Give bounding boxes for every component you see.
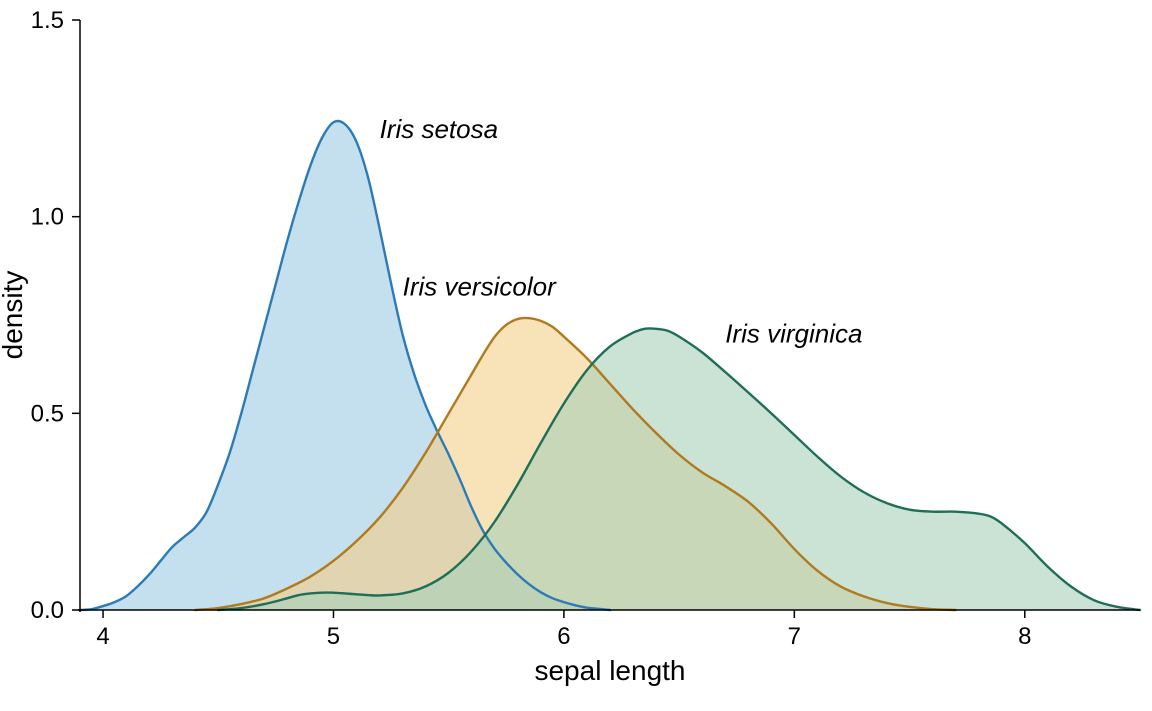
y-tick-label: 0.0 bbox=[31, 597, 64, 624]
y-axis-label: density bbox=[0, 271, 28, 360]
y-tick-label: 1.5 bbox=[31, 7, 64, 34]
series-label-2: Iris virginica bbox=[725, 319, 862, 349]
x-tick-label: 6 bbox=[557, 623, 570, 650]
x-tick-label: 8 bbox=[1018, 623, 1031, 650]
density-chart: 4 5 6 7 8 0.0 0.5 1.0 1.5 sepal length density Iris… bbox=[0, 0, 1152, 711]
x-axis-label: sepal length bbox=[534, 655, 685, 686]
series-label-0: Iris setosa bbox=[380, 114, 499, 144]
y-tick-label: 0.5 bbox=[31, 400, 64, 427]
series-label-1: Iris versicolor bbox=[403, 271, 557, 301]
y-tick-label: 1.0 bbox=[31, 204, 64, 231]
x-tick-label: 5 bbox=[327, 623, 340, 650]
x-tick-label: 4 bbox=[96, 623, 109, 650]
x-tick-label: 7 bbox=[788, 623, 801, 650]
